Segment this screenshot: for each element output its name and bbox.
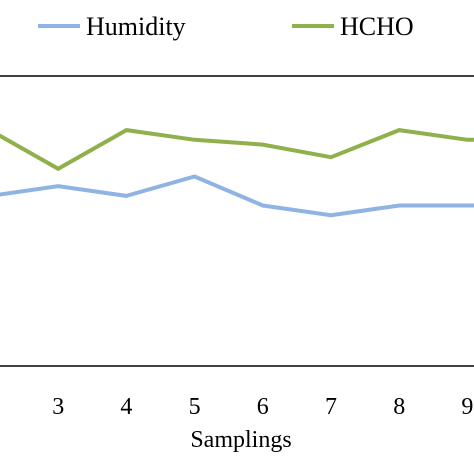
x-tick-labels: 3 4 5 6 7 8 9 <box>52 394 473 420</box>
series-layer <box>0 128 474 218</box>
x-tick-label: 7 <box>325 394 337 420</box>
legend-label-humidity: Humidity <box>86 12 186 41</box>
legend-label-hcho: HCHO <box>340 12 414 41</box>
x-tick-label: 3 <box>52 394 64 420</box>
series-line-hcho <box>0 128 474 172</box>
legend: Humidity HCHO <box>38 12 414 41</box>
x-tick-label: 4 <box>120 394 132 420</box>
x-tick-label: 6 <box>257 394 269 420</box>
x-axis-title: Samplings <box>190 427 291 453</box>
x-tick-label: 5 <box>189 394 201 420</box>
x-tick-label: 8 <box>393 394 405 420</box>
series-line-humidity <box>0 174 474 218</box>
x-tick-label: 9 <box>461 394 473 420</box>
